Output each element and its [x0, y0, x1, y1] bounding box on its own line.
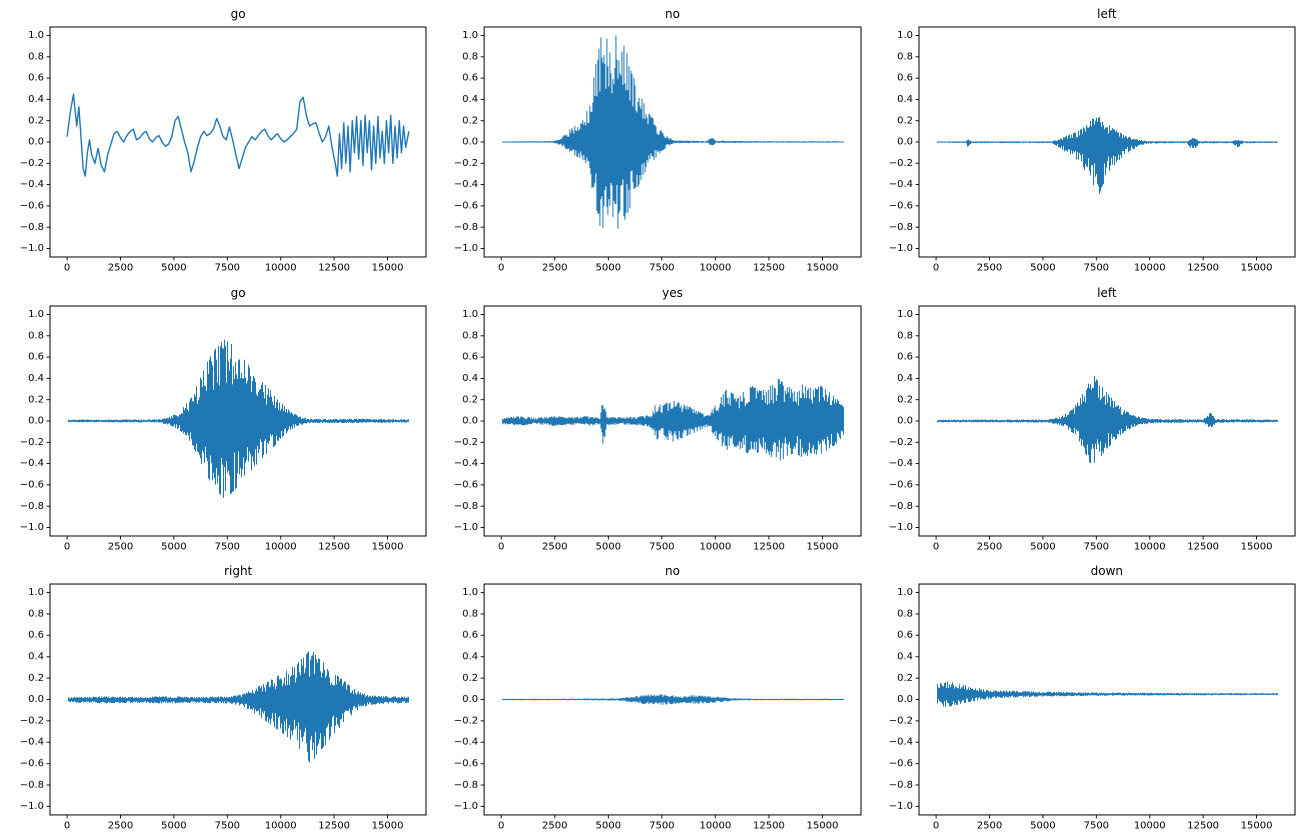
- subplot-7-right: right: [0, 557, 435, 836]
- subplot-9-down: down: [868, 557, 1303, 836]
- waveform-canvas: [868, 301, 1303, 558]
- subplot-2-no: no: [434, 0, 869, 279]
- waveform-canvas: [434, 580, 869, 836]
- waveform-canvas: [434, 301, 869, 558]
- waveform-canvas: [0, 580, 435, 836]
- waveform-canvas: [868, 580, 1303, 836]
- waveform-canvas: [434, 23, 869, 279]
- plot-title: go: [230, 285, 246, 300]
- plot-title: yes: [662, 285, 683, 300]
- subplot-3-left: left: [868, 0, 1303, 279]
- plot-title: go: [230, 7, 246, 21]
- subplot-8-no: no: [434, 557, 869, 836]
- plot-title: no: [665, 564, 680, 579]
- subplot-5-yes: yes: [434, 279, 869, 558]
- subplot-1-go: go: [0, 0, 435, 279]
- waveform-canvas: [0, 23, 435, 279]
- plot-title: no: [665, 7, 680, 21]
- plot-title: left: [1097, 285, 1117, 300]
- waveform-canvas: [0, 301, 435, 558]
- plot-title: right: [224, 564, 253, 579]
- subplot-6-left: left: [868, 279, 1303, 558]
- subplot-4-go: go: [0, 279, 435, 558]
- waveform-canvas: [868, 23, 1303, 279]
- plot-title: down: [1090, 564, 1124, 579]
- plot-title: left: [1097, 7, 1117, 21]
